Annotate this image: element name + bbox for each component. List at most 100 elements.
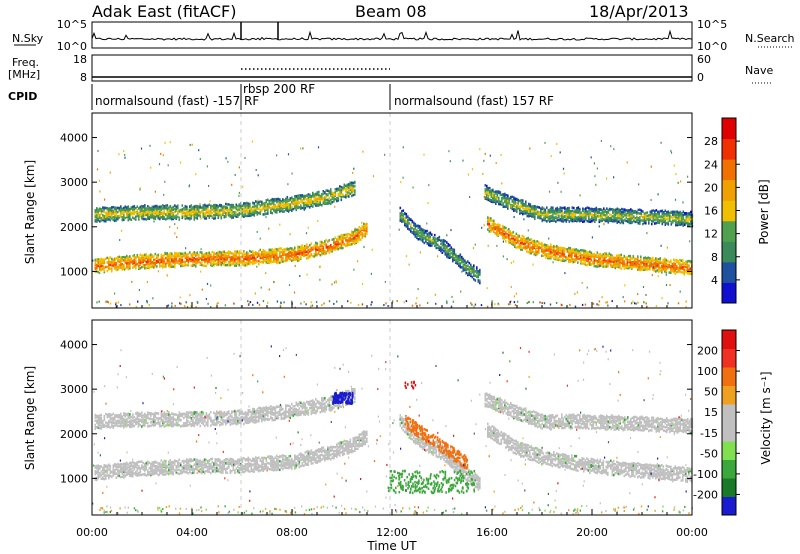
- power-cell-3121: [565, 209, 568, 213]
- power-cell-3674: [687, 221, 689, 224]
- power-cell-1330: [120, 205, 122, 208]
- power-cell-4328: [628, 260, 630, 263]
- power-cell-2024: [274, 204, 277, 207]
- power-cell-46: [103, 260, 106, 263]
- power-cell-1590: [175, 207, 178, 211]
- power-cell-1685: [198, 210, 200, 213]
- power-cell-2570: [440, 248, 442, 251]
- power-noise-114: [670, 149, 672, 152]
- power-cell-380: [181, 263, 184, 266]
- power-cell-4311: [623, 254, 626, 258]
- power-cell-4331: [629, 266, 632, 269]
- power-cell-2780: [490, 195, 493, 199]
- power-cell-3741: [496, 232, 498, 236]
- power-cell-3986: [551, 248, 554, 252]
- power-cell-2946: [528, 212, 530, 215]
- power-cell-2749: [484, 196, 487, 199]
- power-cell-3720: [490, 219, 492, 222]
- power-cell-3424: [630, 212, 632, 216]
- power-cell-1583: [174, 210, 176, 213]
- power-cell-2714: [471, 269, 474, 272]
- power-cell-4043: [563, 247, 566, 250]
- power-cell-385: [181, 252, 184, 256]
- power-cell-3753: [497, 224, 500, 228]
- power-cell-3707: [487, 216, 489, 219]
- power-cell-2341: [345, 196, 347, 199]
- power-cell-3063: [553, 216, 556, 219]
- power-cell-255: [151, 254, 154, 257]
- power-cell-2445: [411, 231, 414, 234]
- power-cell-3097: [561, 214, 563, 217]
- power-cell-3258: [594, 207, 596, 211]
- power-noise-257: [371, 248, 373, 251]
- power-noise-237: [679, 290, 681, 293]
- power-cell-3664: [684, 212, 686, 215]
- power-cell-980: [316, 252, 319, 256]
- power-cell-3870: [524, 238, 527, 241]
- power-cell-2260: [324, 191, 326, 194]
- power-cell-3780: [503, 226, 506, 229]
- power-cell-1990: [267, 207, 269, 211]
- power-noise-289: [613, 176, 615, 179]
- power-cell-1710: [204, 207, 206, 211]
- power-cell-759: [267, 260, 269, 264]
- power-cell-4475: [661, 266, 663, 270]
- power-noise-98: [638, 183, 640, 186]
- power-cell-1430: [142, 205, 145, 208]
- power-cell-614: [234, 261, 236, 264]
- power-noise-86: [353, 167, 355, 170]
- power-cell-697: [252, 258, 254, 262]
- power-cell-4380: [640, 263, 642, 267]
- power-cell-1861: [238, 212, 241, 215]
- power-cell-2944: [526, 205, 529, 208]
- power-cell-2478: [419, 234, 421, 238]
- power-cell-3070: [555, 212, 557, 215]
- power-cell-2488: [420, 233, 423, 236]
- power-cell-2902: [517, 205, 520, 208]
- power-cell-2626: [452, 254, 454, 257]
- power-cell-1943: [255, 204, 257, 208]
- power-cell-4168: [592, 262, 594, 265]
- power-noise-150: [506, 258, 508, 261]
- power-cell-4538: [674, 259, 677, 262]
- power-cell-2340: [343, 183, 346, 186]
- power-cell-167: [132, 254, 134, 258]
- power-noise-171: [557, 181, 559, 184]
- power-cell-3265: [595, 208, 598, 212]
- power-cell-1661: [193, 213, 196, 216]
- power-cell-2761: [486, 186, 488, 190]
- power-cell-3317: [607, 215, 610, 219]
- power-cell-4071: [571, 257, 573, 260]
- power-cell-4131: [584, 256, 587, 259]
- power-cell-526: [216, 263, 218, 267]
- power-cell-3963: [547, 256, 549, 260]
- power-cell-3038: [547, 208, 550, 212]
- power-cell-3090: [559, 211, 562, 214]
- power-cell-537: [217, 256, 220, 259]
- power-cell-2385: [354, 185, 356, 188]
- power-cell-2527: [428, 233, 430, 237]
- power-cell-504: [210, 256, 212, 259]
- power-cell-1333: [121, 216, 124, 219]
- power-cell-695: [252, 261, 254, 265]
- power-cell-413: [189, 251, 191, 254]
- power-cell-4376: [638, 259, 641, 263]
- power-cell-3929: [538, 245, 540, 249]
- power-cell-635: [238, 261, 241, 264]
- power-cell-228: [147, 262, 149, 266]
- power-cell-1738: [210, 206, 212, 209]
- power-cell-4451: [655, 258, 657, 262]
- power-cell-299: [163, 258, 166, 261]
- power-cell-2747: [479, 268, 481, 272]
- power-cell-3309: [606, 216, 608, 219]
- power-noise-21: [398, 228, 400, 231]
- power-cell-1441: [145, 211, 148, 215]
- power-cell-2412: [404, 218, 406, 222]
- power-floor-45: [370, 303, 372, 306]
- power-cell-1580: [174, 216, 176, 220]
- power-cell-1029: [328, 251, 331, 254]
- power-cell-4407: [646, 266, 648, 270]
- power-cell-2520: [426, 229, 429, 233]
- power-cell-2348: [346, 193, 349, 196]
- power-cell-1760: [214, 205, 217, 208]
